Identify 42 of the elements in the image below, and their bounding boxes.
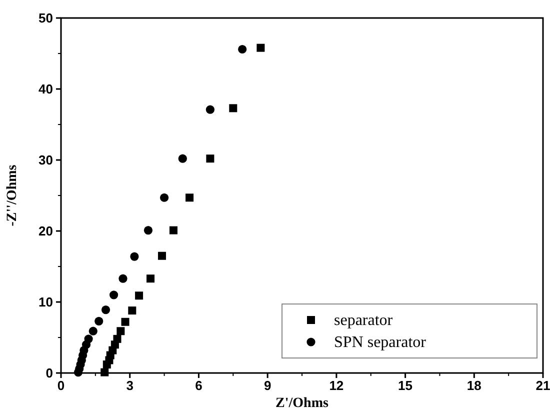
- point: [94, 316, 104, 326]
- point: [128, 306, 136, 315]
- y-tick-label: 10: [38, 294, 53, 310]
- y-tick-label: 30: [38, 152, 53, 168]
- point: [160, 193, 169, 202]
- point: [116, 327, 125, 336]
- legend-label: separator: [334, 312, 394, 329]
- point: [238, 44, 247, 54]
- point: [229, 104, 238, 112]
- x-tick-label: 21: [536, 378, 550, 393]
- y-tick-label: 0: [46, 366, 53, 380]
- point: [121, 318, 130, 326]
- point: [135, 292, 144, 300]
- y-axis-title: -Z''/Ohms: [5, 164, 20, 226]
- legend-label: SPN separator: [334, 334, 427, 351]
- point: [169, 226, 178, 234]
- point: [101, 306, 110, 314]
- x-tick-label: 18: [466, 378, 482, 393]
- point: [109, 290, 118, 300]
- point: [186, 194, 194, 202]
- point: [158, 252, 166, 260]
- x-tick-label: 6: [195, 378, 202, 393]
- point: [206, 105, 214, 114]
- point: [102, 360, 111, 368]
- point: [144, 226, 153, 235]
- y-tick-label: 40: [38, 82, 53, 96]
- x-tick-label: 12: [329, 378, 344, 393]
- point: [130, 252, 139, 261]
- point: [256, 44, 265, 52]
- y-tick-label: 20: [38, 224, 53, 238]
- y-tick-label: 50: [38, 10, 53, 26]
- point: [146, 274, 155, 283]
- point: [206, 154, 214, 163]
- x-tick-label: 3: [126, 378, 134, 393]
- x-tick-label: 0: [57, 378, 65, 393]
- point: [88, 326, 98, 336]
- x-axis-title: Z'/Ohms: [276, 396, 329, 411]
- x-tick-label: 9: [264, 378, 272, 393]
- point: [100, 368, 109, 376]
- point: [178, 154, 187, 163]
- x-tick-label: 15: [398, 378, 413, 393]
- point: [118, 274, 128, 283]
